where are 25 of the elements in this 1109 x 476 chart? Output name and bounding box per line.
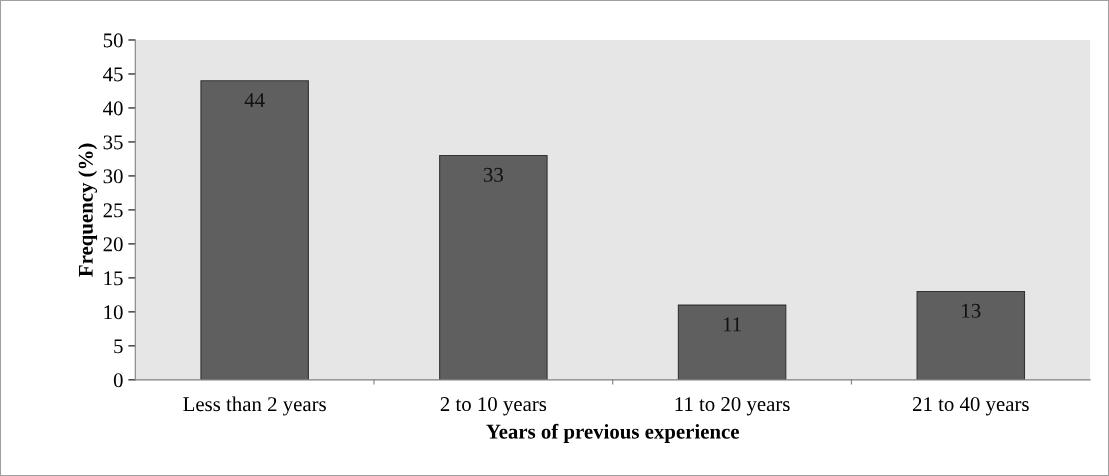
y-axis-title: Frequency (%) <box>78 143 98 277</box>
x-tick-label: 21 to 40 years <box>912 397 1029 416</box>
y-tick-label: 5 <box>114 339 123 354</box>
y-tick-label: 15 <box>104 271 123 286</box>
x-tick-label: Less than 2 years <box>183 396 326 416</box>
y-tick-label: 50 <box>103 33 123 48</box>
y-tick-label: 35 <box>103 135 123 150</box>
bar <box>916 290 1026 380</box>
y-tick-label: 0 <box>113 373 123 388</box>
y-tick-label: 20 <box>103 237 123 252</box>
y-tick-label: 10 <box>104 305 123 320</box>
x-axis-title: Years of previous experience <box>486 423 739 443</box>
data-label: 13 <box>962 303 981 318</box>
data-label: 33 <box>483 167 503 182</box>
y-tick-label: 40 <box>103 101 123 116</box>
y-tick-label: 25 <box>103 203 123 218</box>
bar <box>677 304 787 380</box>
y-tick-label: 45 <box>103 67 123 82</box>
y-tick-label: 30 <box>103 169 123 184</box>
bar <box>200 80 309 380</box>
bar <box>439 154 548 380</box>
x-tick-label: 11 to 20 years <box>675 397 790 416</box>
data-label: 44 <box>244 93 265 107</box>
data-label: 11 <box>723 317 741 332</box>
x-tick-label: 2 to 10 years <box>440 397 547 416</box>
